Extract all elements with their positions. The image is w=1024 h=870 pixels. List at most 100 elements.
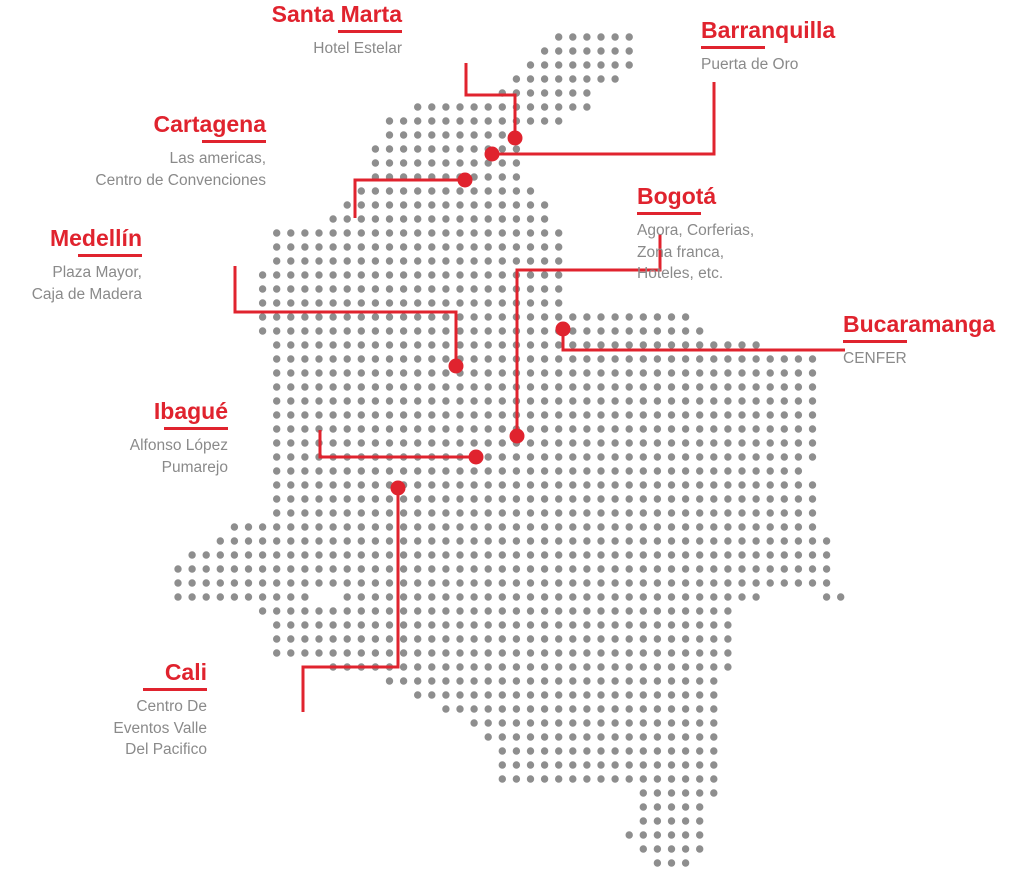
map-dot [329,509,337,517]
map-dot [526,383,535,391]
map-dot [301,565,309,573]
map-dot [639,341,647,349]
map-dot [569,425,577,433]
map-dot [456,509,464,517]
map-dot [696,453,704,461]
map-dot [540,411,549,419]
map-dot [696,649,704,657]
map-dot [470,369,478,377]
map-dot [202,565,210,573]
map-dot [484,271,492,279]
connector-ibague [318,430,476,459]
marker-cartagena[interactable] [457,172,473,188]
map-dot [442,299,450,307]
marker-bucaramanga[interactable] [555,321,571,337]
map-dot [766,495,774,503]
map-dot [540,271,549,279]
map-dot [583,355,591,363]
map-dot [555,299,563,307]
map-dot [428,523,436,531]
city-name-medellin: Medellín [49,225,142,251]
map-dot [343,313,351,321]
map-dot [414,117,422,125]
map-dot [456,523,464,531]
map-dot [357,649,365,657]
map-dot [681,719,690,727]
map-dot [639,663,647,671]
map-dot [371,215,380,223]
map-dot [555,621,563,629]
map-dot [512,537,521,545]
marker-santa-marta[interactable] [507,130,523,146]
map-dot [385,271,394,279]
map-dot [808,439,817,447]
venue-line: Pumarejo [161,458,228,476]
marker-ibague[interactable] [468,449,484,465]
map-dot [667,635,676,643]
map-dot [399,411,408,419]
map-dot [428,439,436,447]
map-dot [597,313,605,321]
map-dot [273,481,281,489]
map-dot [540,103,549,111]
map-dot [216,579,224,587]
map-dot [639,607,647,615]
map-dot [611,369,619,377]
map-dot [357,537,365,545]
map-dot [315,397,323,405]
map-dot [583,47,591,55]
map-dot [597,663,605,671]
map-dot [484,649,492,657]
map-dot [696,775,704,783]
map-dot [484,243,492,251]
map-dot [428,565,436,573]
map-dot [484,173,492,181]
marker-barranquilla[interactable] [484,146,500,162]
map-dot [484,537,492,545]
map-dot [724,341,732,349]
map-dot [808,523,817,531]
map-dot [681,803,690,811]
map-dot [414,369,422,377]
map-dot [371,509,380,517]
map-dot [329,579,337,587]
map-dot [385,285,394,293]
map-dot [456,635,464,643]
map-dot [216,551,224,559]
map-dot [512,257,521,265]
map-dot [442,383,450,391]
map-dot [357,439,365,447]
map-dot [526,593,535,601]
map-dot [555,537,563,545]
map-dot [498,285,506,293]
map-dot [555,747,563,755]
map-dot [287,635,295,643]
map-dot [794,495,803,503]
map-dot [399,593,408,601]
map-dot [766,411,774,419]
map-dot [273,509,281,517]
venue-line: Hotel Estelar [313,40,402,57]
map-dot [329,607,337,615]
map-dot [442,355,450,363]
map-dot [414,635,422,643]
marker-bogota[interactable] [509,428,525,444]
map-dot [315,243,323,251]
marker-medellin[interactable] [448,358,464,374]
map-dot [569,397,577,405]
map-dot [583,551,591,559]
map-dot [414,285,422,293]
marker-cali[interactable] [390,480,406,496]
map-dot [512,565,521,573]
map-dot [794,523,803,531]
map-dot [653,761,662,769]
map-dot [555,257,563,265]
map-dot [611,747,619,755]
map-dot [343,299,351,307]
map-dot [414,621,422,629]
map-dot [625,341,633,349]
map-dot [766,355,774,363]
map-dot [555,635,563,643]
map-dot [315,649,323,657]
map-dot [512,607,521,615]
